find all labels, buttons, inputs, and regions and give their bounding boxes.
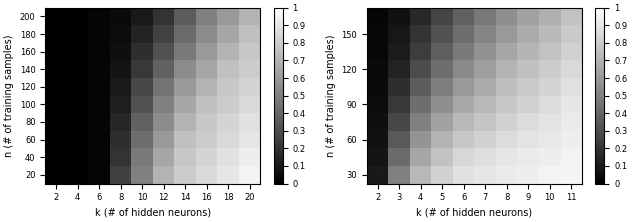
X-axis label: k (# of hidden neurons): k (# of hidden neurons): [95, 208, 211, 218]
X-axis label: k (# of hidden neurons): k (# of hidden neurons): [417, 208, 532, 218]
Y-axis label: n (# of training samples): n (# of training samples): [326, 34, 336, 157]
Y-axis label: n (# of training samples): n (# of training samples): [4, 34, 14, 157]
